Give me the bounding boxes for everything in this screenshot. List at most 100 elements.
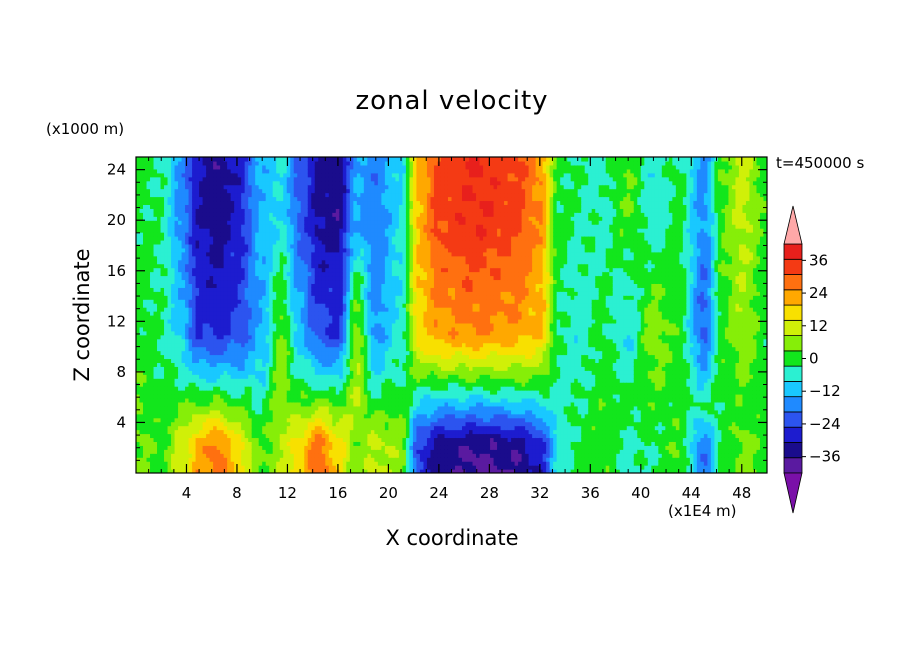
- heatmap-cell: [308, 374, 312, 379]
- heatmap-cell: [336, 414, 340, 419]
- heatmap-cell: [217, 398, 221, 403]
- heatmap-cell: [171, 366, 175, 371]
- heatmap-cell: [213, 220, 217, 225]
- heatmap-cell: [150, 248, 154, 253]
- heatmap-cell: [217, 323, 221, 328]
- heatmap-cell: [294, 461, 298, 466]
- heatmap-cell: [210, 445, 214, 450]
- heatmap-cell: [248, 256, 252, 261]
- heatmap-cell: [136, 335, 140, 340]
- heatmap-cell: [301, 295, 305, 300]
- heatmap-cell: [203, 311, 207, 316]
- heatmap-cell: [269, 398, 273, 403]
- heatmap-cell: [206, 272, 210, 277]
- heatmap-cell: [196, 374, 200, 379]
- heatmap-cell: [280, 299, 284, 304]
- heatmap-cell: [220, 216, 224, 221]
- heatmap-cell: [315, 260, 319, 265]
- heatmap-cell: [203, 366, 207, 371]
- heatmap-cell: [178, 402, 182, 407]
- heatmap-cell: [255, 335, 259, 340]
- heatmap-cell: [217, 177, 221, 182]
- heatmap-cell: [150, 252, 154, 257]
- heatmap-cell: [161, 327, 165, 332]
- heatmap-field: [136, 157, 768, 474]
- heatmap-cell: [185, 232, 189, 237]
- heatmap-cell: [255, 414, 259, 419]
- heatmap-cell: [346, 244, 350, 249]
- heatmap-cell: [259, 441, 263, 446]
- heatmap-cell: [308, 311, 312, 316]
- heatmap-cell: [245, 382, 249, 387]
- heatmap-cell: [245, 445, 249, 450]
- heatmap-cell: [287, 189, 291, 194]
- heatmap-cell: [252, 366, 256, 371]
- heatmap-cell: [227, 256, 231, 261]
- heatmap-cell: [245, 268, 249, 273]
- heatmap-cell: [269, 272, 273, 277]
- heatmap-cell: [143, 449, 147, 454]
- heatmap-cell: [311, 370, 315, 375]
- heatmap-cell: [273, 418, 277, 423]
- heatmap-cell: [168, 291, 172, 296]
- heatmap-cell: [262, 402, 266, 407]
- heatmap-cell: [336, 390, 340, 395]
- heatmap-cell: [157, 410, 161, 415]
- heatmap-cell: [350, 461, 354, 466]
- heatmap-cell: [154, 208, 158, 213]
- heatmap-cell: [339, 165, 343, 170]
- heatmap-cell: [140, 208, 144, 213]
- heatmap-cell: [192, 248, 196, 253]
- heatmap-cell: [143, 445, 147, 450]
- heatmap-cell: [262, 200, 266, 205]
- heatmap-cell: [283, 272, 287, 277]
- heatmap-cell: [245, 347, 249, 352]
- heatmap-cell: [238, 398, 242, 403]
- heatmap-cell: [287, 378, 291, 383]
- heatmap-cell: [147, 390, 151, 395]
- heatmap-cell: [150, 157, 154, 162]
- heatmap-cell: [304, 311, 308, 316]
- heatmap-cell: [339, 461, 343, 466]
- heatmap-cell: [224, 197, 228, 202]
- heatmap-cell: [294, 279, 298, 284]
- heatmap-cell: [301, 449, 305, 454]
- heatmap-cell: [196, 276, 200, 281]
- heatmap-cell: [241, 410, 245, 415]
- heatmap-cell: [266, 430, 270, 435]
- heatmap-cell: [318, 248, 322, 253]
- heatmap-cell: [140, 220, 144, 225]
- heatmap-cell: [297, 240, 301, 245]
- heatmap-cell: [346, 319, 350, 324]
- heatmap-cell: [154, 299, 158, 304]
- heatmap-cell: [315, 216, 319, 221]
- heatmap-cell: [332, 426, 336, 431]
- heatmap-cell: [224, 422, 228, 427]
- heatmap-cell: [332, 189, 336, 194]
- heatmap-cell: [304, 410, 308, 415]
- heatmap-cell: [346, 406, 350, 411]
- heatmap-cell: [231, 434, 235, 439]
- heatmap-cell: [280, 434, 284, 439]
- heatmap-cell: [346, 303, 350, 308]
- heatmap-cell: [178, 418, 182, 423]
- heatmap-cell: [280, 232, 284, 237]
- heatmap-cell: [297, 276, 301, 281]
- heatmap-cell: [280, 378, 284, 383]
- heatmap-cell: [227, 343, 231, 348]
- heatmap-cell: [332, 339, 336, 344]
- heatmap-cell: [283, 347, 287, 352]
- heatmap-cell: [252, 437, 256, 442]
- heatmap-cell: [150, 457, 154, 462]
- heatmap-cell: [248, 358, 252, 363]
- heatmap-cell: [332, 402, 336, 407]
- heatmap-cell: [192, 418, 196, 423]
- heatmap-cell: [301, 355, 305, 360]
- heatmap-cell: [346, 197, 350, 202]
- heatmap-cell: [154, 311, 158, 316]
- heatmap-cell: [248, 347, 252, 352]
- heatmap-cell: [262, 228, 266, 233]
- heatmap-cell: [220, 200, 224, 205]
- heatmap-cell: [322, 232, 326, 237]
- heatmap-cell: [336, 279, 340, 284]
